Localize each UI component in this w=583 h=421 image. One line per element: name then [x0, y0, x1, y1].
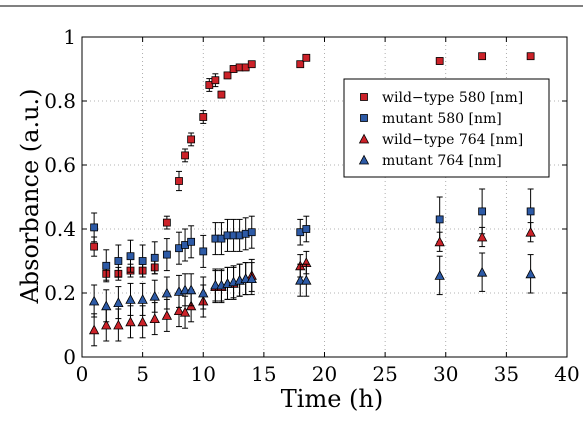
y-axis-label: Absorbance (a.u.)	[16, 88, 44, 304]
data-point	[149, 290, 160, 301]
data-point	[205, 81, 214, 89]
data-point	[246, 273, 257, 284]
data-point	[181, 151, 189, 160]
data-point	[476, 266, 488, 277]
data-point	[199, 247, 208, 256]
data-point	[113, 297, 124, 308]
data-point	[217, 90, 226, 99]
data-point	[101, 319, 112, 330]
data-point	[525, 226, 536, 237]
data-point	[247, 228, 256, 237]
data-point	[302, 225, 311, 233]
data-point	[149, 313, 160, 324]
data-point	[101, 300, 112, 311]
y-tick-label: 0.2	[44, 281, 76, 305]
data-point	[88, 324, 100, 335]
x-tick-label: 5	[136, 362, 149, 386]
data-point	[150, 253, 159, 262]
legend-label: wild−type 580 [nm]	[382, 90, 523, 106]
data-point	[175, 177, 183, 185]
series-3	[88, 252, 536, 323]
y-tick-label: 1	[63, 25, 76, 49]
data-point	[126, 252, 135, 261]
x-tick-label: 20	[312, 362, 337, 386]
data-point	[525, 268, 536, 279]
data-point	[90, 223, 99, 232]
data-point	[187, 237, 196, 246]
legend-label: wild−type 764 [nm]	[382, 132, 523, 148]
data-point	[302, 53, 311, 62]
y-tick-label: 0.8	[44, 89, 76, 113]
data-point	[435, 57, 444, 65]
legend-marker	[360, 114, 368, 122]
data-point	[478, 207, 487, 216]
data-point	[88, 295, 100, 306]
x-axis-label: Time (h)	[281, 385, 383, 413]
x-tick-label: 0	[76, 362, 89, 386]
data-point	[162, 250, 171, 259]
legend-marker	[360, 93, 368, 101]
data-point	[161, 310, 173, 320]
data-point	[199, 113, 208, 121]
data-point	[137, 294, 148, 304]
series-layer	[88, 52, 536, 347]
data-point	[125, 316, 136, 327]
data-point	[185, 284, 197, 295]
x-tick-label: 30	[433, 362, 458, 386]
data-point	[161, 287, 173, 298]
series-1	[90, 188, 535, 283]
legend: wild−type 580 [nm] mutant 580 [nm] wild−ty…	[343, 78, 550, 178]
data-point	[114, 257, 123, 265]
data-point	[526, 207, 535, 216]
data-point	[211, 76, 220, 85]
data-point	[162, 218, 171, 227]
data-point	[301, 274, 312, 285]
data-point	[247, 60, 256, 69]
x-tick-label: 10	[191, 362, 216, 386]
data-point	[526, 52, 535, 61]
ticks: 0 5 10 15 20 25 30 35 40 0 0.2 0.4 0.6 0.8 1	[44, 25, 580, 386]
legend-marker	[358, 154, 370, 165]
data-point	[113, 319, 124, 330]
data-point	[434, 270, 445, 280]
data-point	[179, 306, 191, 317]
data-point	[296, 60, 305, 69]
legend-box	[343, 78, 550, 178]
y-tick-label: 0.4	[44, 217, 76, 241]
data-point	[90, 242, 99, 251]
y-tick-label: 0.6	[44, 153, 76, 177]
data-point	[137, 316, 148, 327]
data-point	[102, 261, 111, 270]
data-point	[434, 236, 445, 247]
data-point	[476, 231, 488, 242]
y-tick-label: 0	[63, 345, 76, 369]
data-point	[223, 71, 232, 80]
data-point	[478, 52, 487, 61]
x-tick-label: 35	[494, 362, 519, 386]
data-point	[138, 257, 147, 265]
legend-marker	[358, 133, 370, 144]
data-point	[435, 215, 444, 224]
data-point	[187, 135, 196, 144]
x-tick-label: 25	[372, 362, 397, 386]
legend-label: mutant 580 [nm]	[382, 111, 502, 127]
data-point	[173, 305, 185, 316]
x-tick-label: 40	[554, 362, 579, 386]
data-point	[198, 287, 209, 298]
data-point	[125, 294, 136, 304]
x-tick-label: 15	[251, 362, 276, 386]
legend-label: mutant 764 [nm]	[382, 153, 502, 169]
